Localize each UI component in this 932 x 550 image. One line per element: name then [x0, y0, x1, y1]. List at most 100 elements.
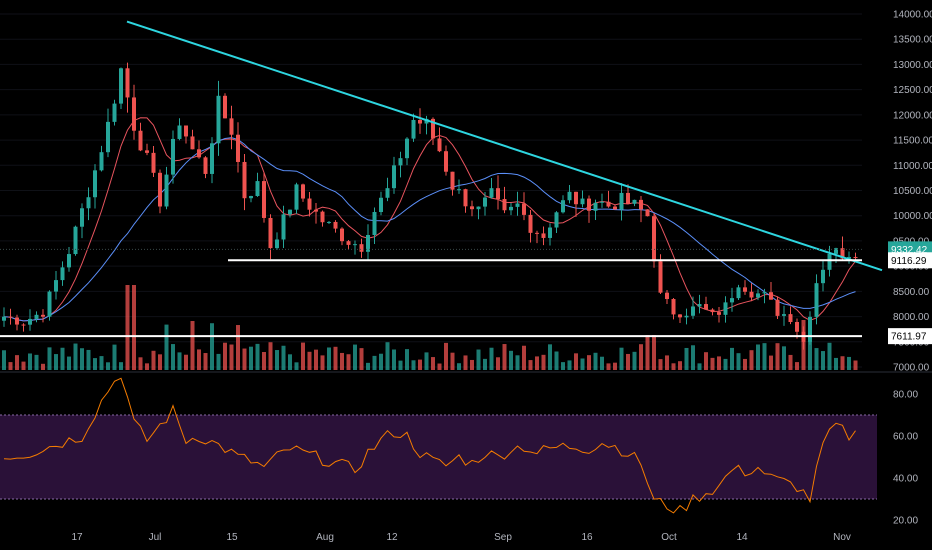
volume-bar — [379, 353, 383, 370]
candle-body — [619, 192, 624, 210]
candle-body — [444, 151, 448, 172]
volume-bar — [782, 346, 786, 370]
candle-body — [632, 199, 637, 204]
candle-body — [385, 188, 390, 198]
candle-body — [762, 292, 767, 294]
candle-body — [528, 214, 533, 233]
candle-body — [242, 161, 247, 199]
time-tick-label: Nov — [833, 532, 851, 543]
candle-body — [723, 302, 728, 315]
candle-body — [21, 324, 26, 326]
candle-body — [541, 233, 546, 238]
candle-body — [210, 143, 214, 174]
price-axis[interactable]: 7000.007500.008000.008500.009000.009500.… — [893, 10, 932, 374]
volume-bar — [457, 363, 461, 370]
price-tick-label: 8500.00 — [893, 287, 930, 298]
rsi-axis[interactable]: 20.00 40.00 60.00 80.00 — [893, 390, 918, 527]
candle-body — [106, 121, 110, 153]
candle-body — [327, 221, 331, 223]
candle-body — [730, 298, 734, 303]
candle-body — [314, 209, 318, 212]
volume-bar — [613, 362, 617, 370]
candle-body — [587, 198, 591, 211]
volume-bar — [561, 362, 565, 370]
candle-body — [769, 292, 773, 300]
volume-bar — [41, 363, 45, 370]
time-tick-label: Aug — [316, 532, 334, 543]
candle-body — [450, 171, 455, 190]
candle-body — [54, 280, 58, 292]
volume-bar — [119, 362, 123, 370]
candle-body — [333, 221, 338, 229]
volume-bar — [106, 362, 110, 370]
volume-bar — [164, 324, 169, 370]
candle-body — [736, 287, 741, 299]
candle-body — [229, 118, 234, 135]
volume-bar — [15, 355, 19, 370]
candle-body — [678, 314, 682, 318]
volume-bar — [437, 363, 442, 370]
candle-body — [86, 197, 91, 209]
candle-body — [489, 188, 494, 198]
volume-bar — [678, 361, 682, 370]
candle-body — [697, 304, 702, 307]
candle-body — [249, 196, 253, 199]
volume-bar — [327, 347, 331, 370]
candle-body — [60, 267, 65, 281]
candle-body — [671, 299, 676, 315]
rsi-line — [3, 377, 856, 514]
candle-body — [554, 212, 559, 228]
volume-bar — [691, 345, 695, 370]
candle-body — [67, 254, 71, 268]
price-tick-label: 14000.00 — [893, 10, 932, 21]
candle-body — [457, 189, 461, 191]
volume-bar — [73, 343, 78, 370]
volume-bar — [171, 344, 175, 370]
candle-body — [34, 314, 39, 319]
volume-bar — [60, 347, 65, 370]
volume-bar — [730, 347, 734, 370]
candle-body — [15, 317, 19, 325]
time-tick-label: Sep — [494, 532, 512, 543]
volume-bar — [743, 358, 747, 370]
candle-body — [782, 314, 786, 316]
candle-body — [483, 197, 487, 207]
candle-body — [2, 316, 6, 321]
candle-body — [145, 150, 149, 153]
volume-bar — [554, 351, 559, 370]
volume-bar — [463, 355, 468, 370]
price-tick-label: 10000.00 — [893, 211, 932, 222]
volume-bar — [366, 362, 370, 370]
volume-bar — [223, 342, 227, 370]
volume-bar — [184, 354, 188, 370]
time-axis[interactable]: 17 Jul 15 Aug 12 Sep 16 Oct 14 Nov — [71, 532, 850, 543]
volume-bar — [197, 349, 201, 370]
time-tick-label: 14 — [736, 532, 748, 543]
trendline — [126, 20, 883, 272]
candle-body — [28, 318, 32, 325]
candle-body — [775, 299, 780, 316]
volume-bar — [229, 344, 234, 370]
volume-bar — [54, 354, 58, 370]
volume-bar — [2, 350, 6, 370]
candle-body — [743, 287, 747, 292]
volume-bar — [340, 352, 344, 370]
volume-bar — [515, 355, 520, 370]
volume-bars — [2, 285, 858, 370]
candle-body — [372, 212, 377, 235]
candle-body — [262, 181, 266, 218]
volume-bar — [353, 344, 357, 370]
volume-bar — [138, 357, 143, 370]
volume-bar — [93, 358, 97, 370]
candle-body — [119, 68, 123, 104]
candle-body — [847, 256, 851, 259]
last-price-tag-label: 9332.42 — [891, 245, 928, 256]
volume-bar — [528, 360, 533, 370]
volume-bar — [814, 348, 819, 370]
rsi-tick-label: 80.00 — [893, 390, 918, 401]
volume-bar — [216, 353, 221, 370]
candle-body — [470, 206, 474, 210]
candle-body — [125, 68, 130, 98]
candle-body — [645, 209, 650, 217]
volume-bar — [314, 349, 318, 370]
